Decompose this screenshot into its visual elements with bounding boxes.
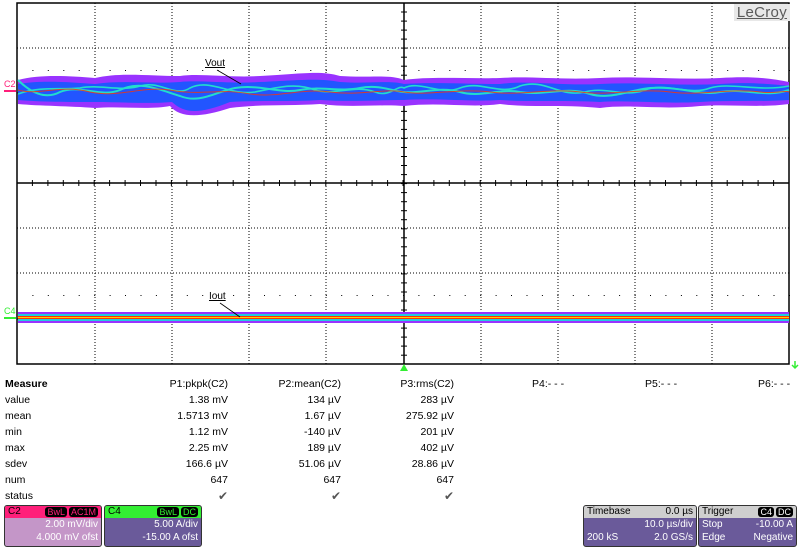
c4-bwl-tag: BwL xyxy=(157,507,179,517)
c4-offset: -15.00 A ofst xyxy=(142,532,198,543)
trigger-mode: Stop xyxy=(702,519,723,530)
p2-value: 134 µV xyxy=(307,394,342,406)
measure-header-row: Measure P1:pkpk(C2) P2:mean(C2) P3:rms(C… xyxy=(0,376,800,392)
timebase-header: Timebase 0.0 µs xyxy=(584,506,696,518)
c2-waveform xyxy=(17,72,790,116)
measure-table: Measure P1:pkpk(C2) P2:mean(C2) P3:rms(C… xyxy=(0,376,800,503)
param-p5-header[interactable]: P5:- - - xyxy=(645,378,678,390)
p3-num: 647 xyxy=(436,474,454,486)
p3-max: 402 µV xyxy=(420,442,455,454)
trigger-source-tag: C4 xyxy=(758,507,774,517)
p2-num: 647 xyxy=(323,474,341,486)
graticule xyxy=(16,2,799,371)
iout-trace-label: Iout xyxy=(209,291,226,302)
timebase-rate: 2.0 GS/s xyxy=(654,532,693,543)
measure-title: Measure xyxy=(5,378,48,390)
param-p3-header[interactable]: P3:rms(C2) xyxy=(400,378,454,390)
c4-vdiv: 5.00 A/div xyxy=(154,519,198,530)
row-label-mean: mean xyxy=(5,410,32,422)
c2-marker-bar xyxy=(4,90,16,92)
row-label-value: value xyxy=(5,394,31,406)
row-label-min: min xyxy=(5,426,22,438)
p1-sdev: 166.6 µV xyxy=(185,458,228,470)
c4-waveform xyxy=(18,312,789,323)
c4-coupling-tag: DC xyxy=(181,507,198,517)
p1-min: 1.12 mV xyxy=(188,426,228,438)
c4-marker-label: C4 xyxy=(4,306,16,316)
trigger-level-arrow xyxy=(791,361,799,370)
param-p1-header[interactable]: P1:pkpk(C2) xyxy=(169,378,228,390)
p1-value: 1.38 mV xyxy=(188,394,228,406)
trigger-level: -10.00 A xyxy=(755,519,793,530)
p1-num: 647 xyxy=(210,474,228,486)
p1-status-check-icon: ✔ xyxy=(217,489,228,503)
table-row: value 1.38 mV 134 µV 283 µV xyxy=(0,392,800,408)
row-label-sdev: sdev xyxy=(5,458,28,470)
trigger-type: Edge xyxy=(702,532,726,543)
p3-mean: 275.92 µV xyxy=(405,410,454,422)
row-label-max: max xyxy=(5,442,25,454)
p1-max: 2.25 mV xyxy=(188,442,228,454)
c4-offset-marker[interactable]: C4 xyxy=(4,307,16,319)
c2-offset-marker[interactable]: C2 xyxy=(4,80,16,92)
p3-sdev: 28.86 µV xyxy=(411,458,454,470)
trigger-coupling-tag: DC xyxy=(776,507,793,517)
c2-panel-name: C2 xyxy=(8,506,21,517)
c2-coupling-tag: AC1M xyxy=(68,507,98,517)
trigger-slope: Negative xyxy=(753,532,793,543)
brand-logo: LeCroy xyxy=(733,4,790,21)
trigger-title: Trigger xyxy=(702,506,734,517)
c2-bwl-tag: BwL xyxy=(45,507,67,517)
c2-vdiv: 2.00 mV/div xyxy=(45,519,98,530)
trigger-position-marker xyxy=(400,364,408,371)
c2-channel-panel[interactable]: C2 BwL AC1M 2.00 mV/div 4.000 mV ofst xyxy=(4,505,102,547)
table-row: max 2.25 mV 189 µV 402 µV xyxy=(0,440,800,456)
p1-mean: 1.5713 mV xyxy=(177,410,228,422)
p2-mean: 1.67 µV xyxy=(304,410,341,422)
param-p2-header[interactable]: P2:mean(C2) xyxy=(278,378,341,390)
c2-offset: 4.000 mV ofst xyxy=(36,532,98,543)
timebase-samples: 200 kS xyxy=(587,532,619,543)
param-p6-header[interactable]: P6:- - - xyxy=(758,378,791,390)
table-row: status ✔ ✔ ✔ xyxy=(0,488,800,504)
param-p4-header[interactable]: P4:- - - xyxy=(532,378,565,390)
waveform-display[interactable]: LeCroy C2 C4 Vout Iout xyxy=(0,0,800,372)
c4-panel-header: C4 BwL DC xyxy=(105,506,201,518)
row-label-num: num xyxy=(5,474,26,486)
p3-status-check-icon: ✔ xyxy=(443,489,454,503)
p2-min: -140 µV xyxy=(304,426,341,438)
p2-status-check-icon: ✔ xyxy=(330,489,341,503)
c4-panel-name: C4 xyxy=(108,506,121,517)
timebase-title: Timebase xyxy=(587,506,631,517)
table-row: min 1.12 mV -140 µV 201 µV xyxy=(0,424,800,440)
timebase-delay: 0.0 µs xyxy=(665,506,693,517)
table-row: sdev 166.6 µV 51.06 µV 28.86 µV xyxy=(0,456,800,472)
c4-channel-panel[interactable]: C4 BwL DC 5.00 A/div -15.00 A ofst xyxy=(104,505,202,547)
c2-marker-label: C2 xyxy=(4,79,16,89)
table-row: num 647 647 647 xyxy=(0,472,800,488)
p2-max: 189 µV xyxy=(307,442,342,454)
timebase-tdiv: 10.0 µs/div xyxy=(644,519,693,530)
timebase-panel[interactable]: Timebase 0.0 µs 10.0 µs/div 200 kS 2.0 GS… xyxy=(583,505,697,547)
trigger-header: Trigger C4 DC xyxy=(699,506,796,518)
table-row: mean 1.5713 mV 1.67 µV 275.92 µV xyxy=(0,408,800,424)
vout-trace-label: Vout xyxy=(205,58,226,69)
c4-marker-bar xyxy=(4,317,16,319)
row-label-status: status xyxy=(5,490,34,502)
p3-min: 201 µV xyxy=(420,426,455,438)
trigger-panel[interactable]: Trigger C4 DC Stop -10.00 A Edge Negative xyxy=(698,505,797,547)
p2-sdev: 51.06 µV xyxy=(298,458,341,470)
c2-panel-header: C2 BwL AC1M xyxy=(5,506,101,518)
p3-value: 283 µV xyxy=(420,394,455,406)
